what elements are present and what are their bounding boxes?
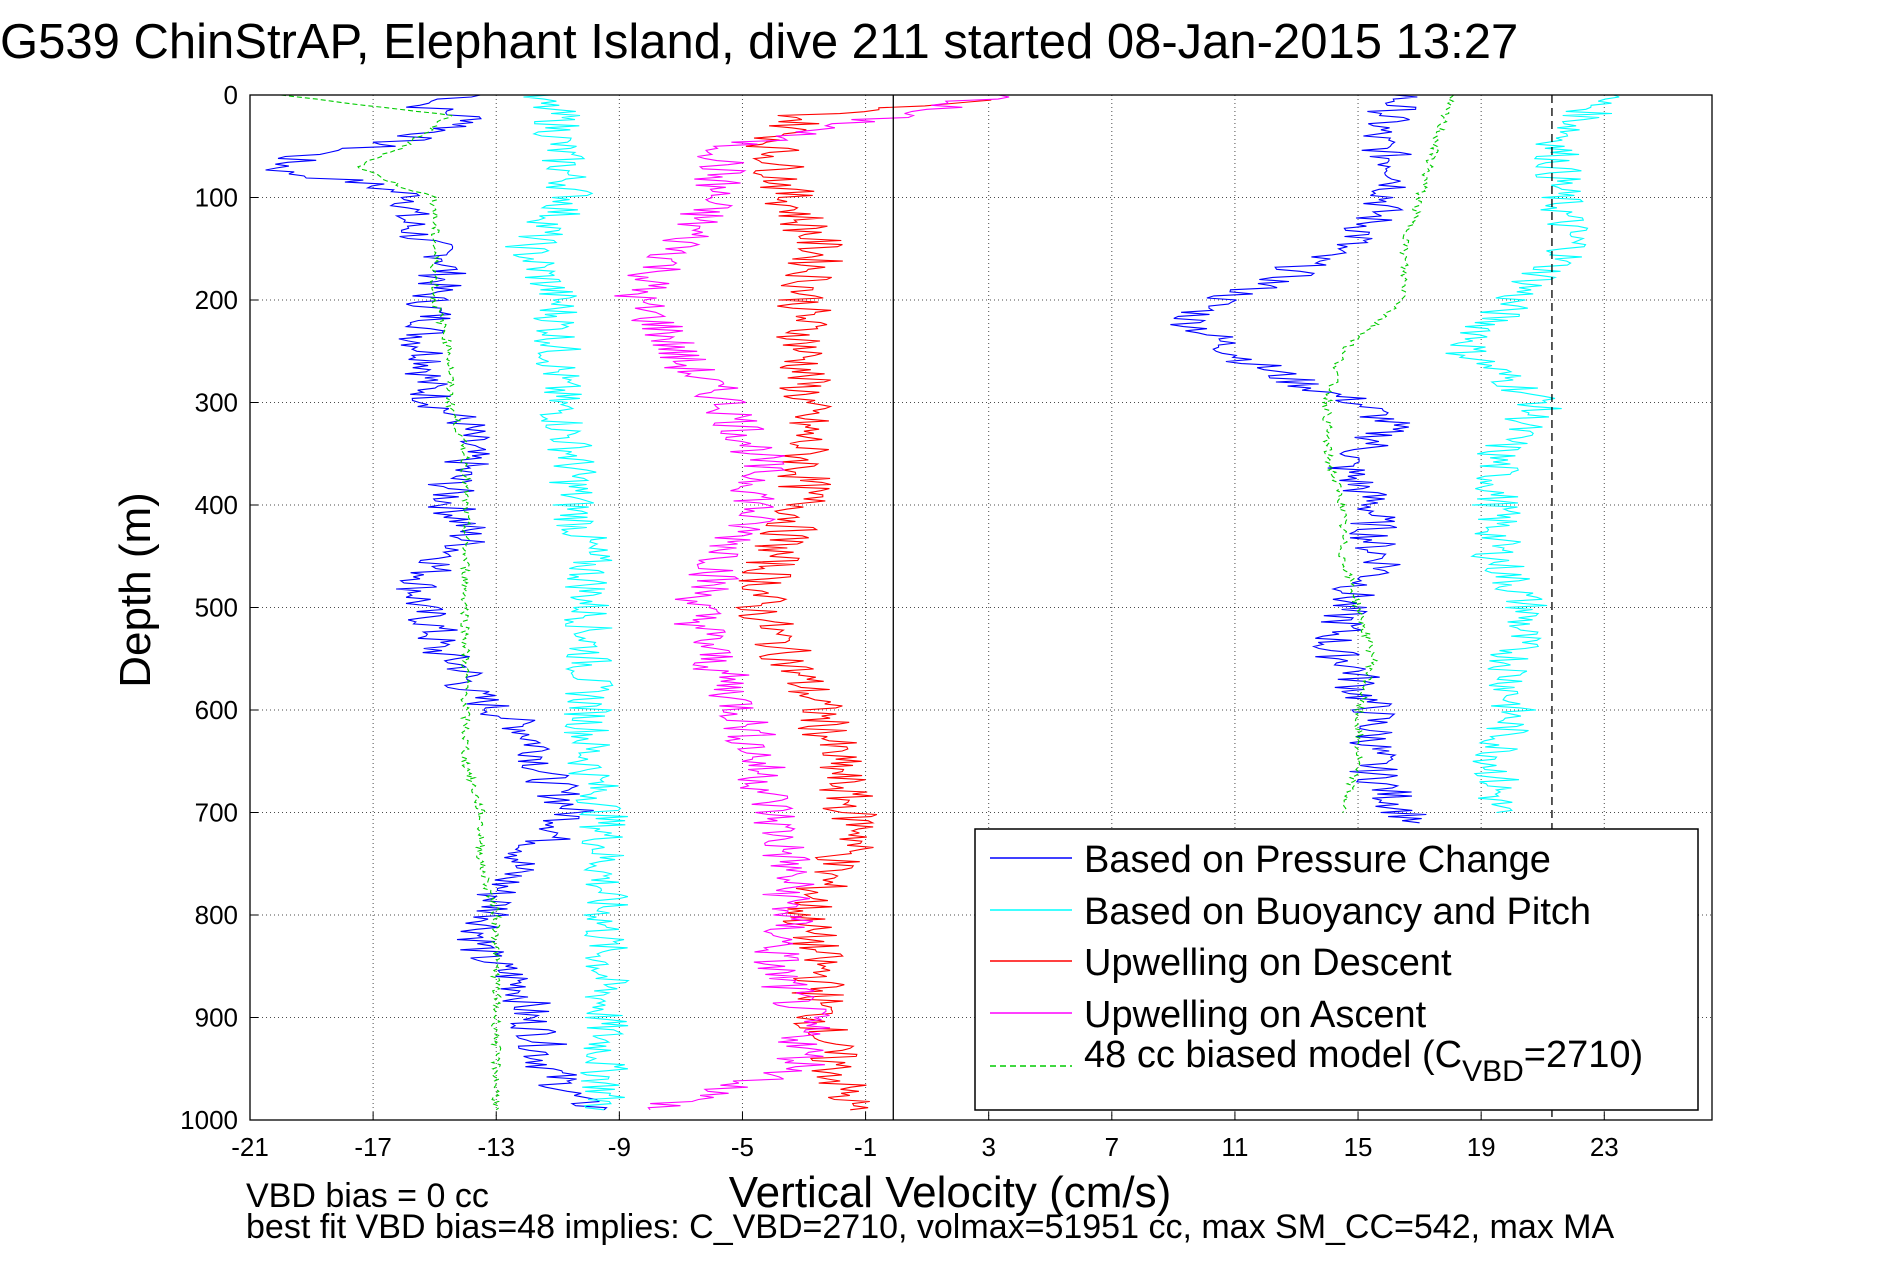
x-tick-label: -21 [231, 1132, 269, 1162]
legend-label-buoyancy-pitch: Based on Buoyancy and Pitch [1084, 891, 1591, 933]
series-2-line [734, 99, 992, 1111]
y-tick-label: 1000 [180, 1105, 238, 1135]
y-tick-label: 100 [195, 183, 238, 213]
x-tick-label: -17 [354, 1132, 392, 1162]
series-3-line [614, 94, 1010, 1111]
footer-line-2: best fit VBD bias=48 implies: C_VBD=2710… [246, 1208, 1615, 1246]
series-4-descent-line [280, 94, 503, 1111]
y-tick-label: 0 [224, 80, 238, 110]
y-tick-label: 500 [195, 593, 238, 623]
plot-area: -21 -17 -13 -9 -5 -1 3 7 11 15 19 23010020030040050… [180, 80, 1713, 1162]
series-1-descent-line [505, 94, 630, 1111]
x-tick-label: 3 [981, 1132, 995, 1162]
chart-title: G539 ChinStrAP, Elephant Island, dive 21… [0, 15, 1518, 69]
legend-box [974, 828, 1699, 1111]
legend-label-biased-model: 48 cc biased model (CVBD=2710) [1084, 1034, 1643, 1088]
series-0-descent-line [265, 94, 608, 1111]
x-axis-label: Vertical Velocity (cm/s) [729, 1168, 1172, 1217]
x-tick-label: 11 [1221, 1132, 1248, 1162]
x-tick-label: -13 [477, 1132, 515, 1162]
y-tick-label: 200 [195, 285, 238, 315]
legend-label-pressure-change: Based on Pressure Change [1084, 839, 1551, 881]
x-tick-label: 15 [1344, 1132, 1373, 1162]
legend-label-upwelling-ascent: Upwelling on Ascent [1084, 994, 1427, 1036]
footer-line-1: VBD bias = 0 cc [246, 1177, 489, 1215]
x-tick-label: -9 [608, 1132, 631, 1162]
y-tick-label: 700 [195, 798, 238, 828]
y-tick-label: 600 [195, 695, 238, 725]
series-0-ascent-line [1170, 94, 1427, 824]
y-tick-label: 400 [195, 490, 238, 520]
x-tick-label: 7 [1105, 1132, 1119, 1162]
x-tick-label: -5 [731, 1132, 754, 1162]
y-tick-label: 900 [195, 1003, 238, 1033]
legend-label-biased-model-subscript: VBD [1462, 1055, 1524, 1088]
x-tick-label: 23 [1590, 1132, 1619, 1162]
y-tick-label: 300 [195, 388, 238, 418]
legend: Based on Pressure Change Based on Buoyan… [974, 828, 1699, 1111]
series-4-ascent-line [1321, 94, 1455, 813]
y-tick-label: 800 [195, 900, 238, 930]
x-tick-label: -1 [854, 1132, 877, 1162]
y-axis-label: Depth (m) [111, 492, 160, 688]
series-1-ascent-line [1445, 94, 1620, 814]
legend-label-biased-model-main: 48 cc biased model (C [1084, 1034, 1462, 1076]
x-tick-label: 19 [1467, 1132, 1496, 1162]
legend-label-biased-model-suffix: =2710) [1524, 1034, 1643, 1076]
legend-label-upwelling-descent: Upwelling on Descent [1084, 942, 1452, 984]
